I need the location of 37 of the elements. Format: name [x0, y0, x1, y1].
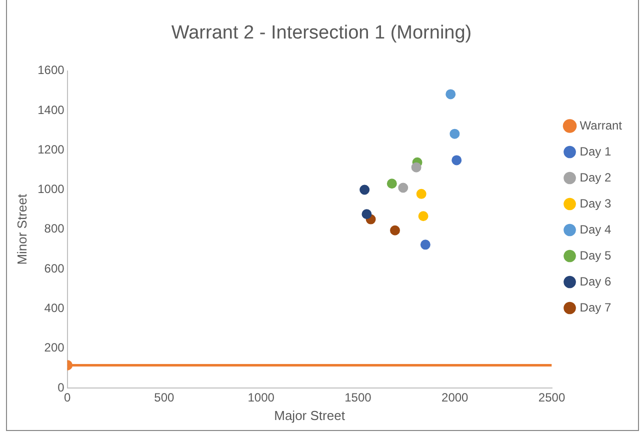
y-tick-label: 400 — [44, 301, 65, 316]
legend-label: Warrant — [580, 118, 623, 132]
y-tick-label: 800 — [44, 222, 65, 236]
point — [450, 128, 460, 139]
x-axis-title: Major Street — [274, 408, 346, 423]
point — [416, 188, 426, 199]
point — [446, 89, 456, 100]
y-tick-label: 200 — [44, 340, 65, 355]
y-tick-label: 1000 — [38, 182, 65, 196]
chart-title: Warrant 2 - Intersection 1 (Morning) — [171, 22, 472, 44]
x-tick-label: 1500 — [344, 390, 372, 405]
point — [420, 240, 430, 250]
x-tick-label: 2500 — [538, 390, 566, 405]
point — [418, 211, 428, 222]
legend-label: Day 4 — [580, 222, 612, 236]
point — [390, 225, 400, 236]
y-tick-label: 1600 — [38, 63, 65, 78]
legend-label: Day 6 — [580, 274, 612, 288]
y-tick-label: 1200 — [38, 142, 65, 156]
legend-label: Day 7 — [580, 300, 612, 314]
y-tick-label: 0 — [58, 380, 65, 394]
legend-label: Day 5 — [580, 248, 612, 262]
legend-label: Day 1 — [580, 144, 612, 158]
y-tick-label: 600 — [44, 261, 65, 276]
y-tick-label: 1400 — [38, 102, 65, 117]
x-tick-label: 500 — [154, 390, 175, 405]
point — [362, 209, 372, 220]
y-axis-title: Minor Street — [14, 194, 30, 265]
legend-label: Day 3 — [580, 196, 612, 210]
legend-label: Day 2 — [580, 170, 612, 184]
x-tick-label: 2000 — [442, 390, 469, 405]
point — [452, 155, 462, 166]
point — [411, 162, 422, 172]
point — [398, 182, 408, 193]
x-tick-label: 1000 — [248, 390, 275, 405]
point — [386, 178, 397, 189]
point — [360, 184, 370, 195]
